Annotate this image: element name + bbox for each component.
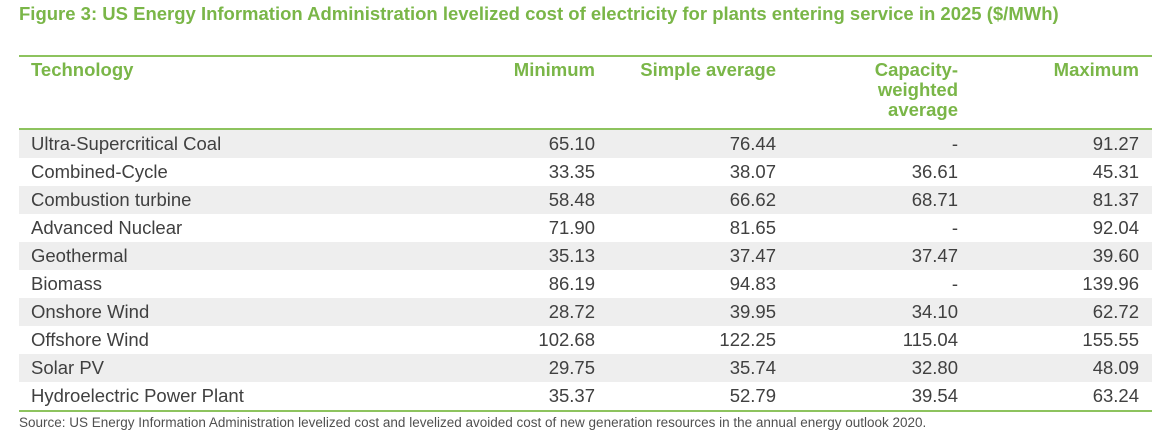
cell-capacity-weighted-average: 39.54 — [911, 385, 958, 406]
cell-maximum: 62.72 — [1092, 301, 1139, 322]
table-header: Technology Minimum Simple average Capaci… — [19, 57, 1152, 130]
cell-minimum: 35.37 — [548, 385, 595, 406]
table-row: Ultra-Supercritical Coal 65.10 76.44 - 91.27 — [19, 130, 1152, 158]
cell-capacity-weighted-average: - — [951, 273, 958, 294]
cell-technology: Offshore Wind — [31, 329, 149, 350]
table-row: Biomass 86.19 94.83 - 139.96 — [19, 270, 1152, 298]
cell-maximum: 91.27 — [1092, 133, 1139, 154]
cell-capacity-weighted-average: 115.04 — [902, 329, 958, 350]
table-row: Combustion turbine 58.48 66.62 68.71 81.37 — [19, 186, 1152, 214]
cell-simple-average: 38.07 — [729, 161, 776, 182]
table-bottom-rule — [19, 410, 1152, 412]
cell-capacity-weighted-average: - — [951, 217, 958, 238]
table-row: Offshore Wind 102.68 122.25 115.04 155.55 — [19, 326, 1152, 354]
cell-capacity-weighted-average: - — [951, 133, 958, 154]
cell-simple-average: 66.62 — [729, 189, 776, 210]
cell-technology: Hydroelectric Power Plant — [31, 385, 244, 406]
cell-capacity-weighted-average: 34.10 — [911, 301, 958, 322]
column-header-maximum: Maximum — [1053, 59, 1139, 80]
cell-technology: Geothermal — [31, 245, 128, 266]
column-header-minimum: Minimum — [513, 59, 595, 80]
table-row: Solar PV 29.75 35.74 32.80 48.09 — [19, 354, 1152, 382]
column-header-capacity-weighted-average: Capacity- weighted average — [874, 59, 958, 120]
cell-maximum: 155.55 — [1082, 329, 1139, 350]
cell-maximum: 48.09 — [1092, 357, 1139, 378]
lcoe-table: Technology Minimum Simple average Capaci… — [19, 55, 1152, 412]
cell-simple-average: 35.74 — [729, 357, 776, 378]
cell-minimum: 65.10 — [548, 133, 595, 154]
cell-minimum: 71.90 — [548, 217, 595, 238]
table-row: Hydroelectric Power Plant 35.37 52.79 39.54… — [19, 382, 1152, 410]
cell-minimum: 29.75 — [548, 357, 595, 378]
cell-minimum: 28.72 — [548, 301, 595, 322]
table-row: Combined-Cycle 33.35 38.07 36.61 45.31 — [19, 158, 1152, 186]
cell-simple-average: 76.44 — [729, 133, 776, 154]
source-note: Source: US Energy Information Administra… — [19, 415, 927, 430]
cell-minimum: 35.13 — [548, 245, 595, 266]
cell-technology: Advanced Nuclear — [31, 217, 183, 238]
cell-technology: Ultra-Supercritical Coal — [31, 133, 222, 154]
cell-minimum: 102.68 — [538, 329, 595, 350]
cell-maximum: 92.04 — [1092, 217, 1139, 238]
table-body: Ultra-Supercritical Coal 65.10 76.44 - 91.27… — [19, 130, 1152, 410]
cell-maximum: 39.60 — [1092, 245, 1139, 266]
cell-simple-average: 122.25 — [719, 329, 776, 350]
cell-technology: Onshore Wind — [31, 301, 150, 322]
table-row: Onshore Wind 28.72 39.95 34.10 62.72 — [19, 298, 1152, 326]
table-row: Advanced Nuclear 71.90 81.65 - 92.04 — [19, 214, 1152, 242]
cell-capacity-weighted-average: 36.61 — [911, 161, 958, 182]
cell-capacity-weighted-average: 68.71 — [911, 189, 958, 210]
figure-title: Figure 3: US Energy Information Administ… — [19, 3, 1059, 24]
cell-minimum: 33.35 — [548, 161, 595, 182]
cell-simple-average: 52.79 — [729, 385, 776, 406]
cell-minimum: 58.48 — [548, 189, 595, 210]
cell-simple-average: 81.65 — [729, 217, 776, 238]
column-header-technology: Technology — [31, 59, 134, 80]
cell-maximum: 63.24 — [1092, 385, 1139, 406]
cell-maximum: 45.31 — [1092, 161, 1139, 182]
cell-simple-average: 39.95 — [729, 301, 776, 322]
table-row: Geothermal 35.13 37.47 37.47 39.60 — [19, 242, 1152, 270]
cell-minimum: 86.19 — [548, 273, 595, 294]
cell-maximum: 139.96 — [1082, 273, 1139, 294]
cell-simple-average: 37.47 — [729, 245, 776, 266]
cell-technology: Solar PV — [31, 357, 105, 378]
cell-capacity-weighted-average: 32.80 — [911, 357, 958, 378]
cell-maximum: 81.37 — [1092, 189, 1139, 210]
cell-capacity-weighted-average: 37.47 — [911, 245, 958, 266]
cell-technology: Combined-Cycle — [31, 161, 168, 182]
cell-technology: Biomass — [31, 273, 102, 294]
cell-simple-average: 94.83 — [729, 273, 776, 294]
cell-technology: Combustion turbine — [31, 189, 192, 210]
column-header-simple-average: Simple average — [640, 59, 776, 80]
